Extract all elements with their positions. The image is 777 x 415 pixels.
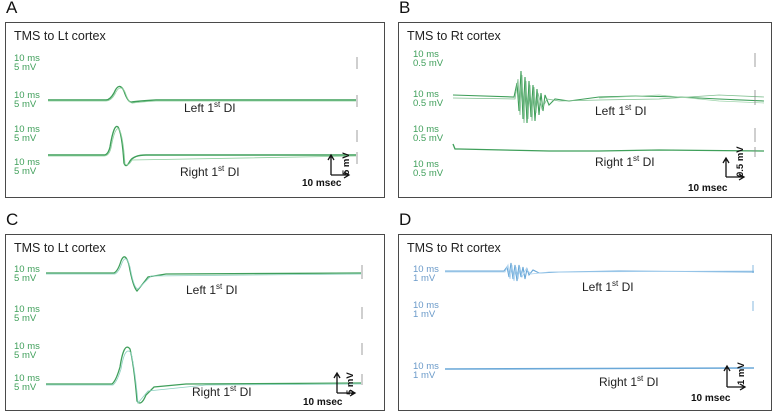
amp-bar-label: 0.5 mV [735,146,746,177]
scale-label: 10 ms 5 mV [14,304,40,324]
trace-label-right: Right 1st DI [180,164,240,179]
trace-left-di [452,70,765,124]
scale-label: 10 ms 0.5 mV [413,89,444,109]
emg-traces [444,262,755,391]
panel-a: TMS to Lt cortex 10 ms 5 mV 10 ms 5 mV 10 … [5,22,385,198]
panel-letter-d: D [399,210,412,229]
panel-b: TMS to Rt cortex 10 ms 0.5 mV 10 ms 0.5 mV… [398,22,772,198]
scale-label: 10 ms 1 mV [413,300,439,320]
trace-left-di-shadow [48,87,356,104]
scale-label: 10 ms 0.5 mV [413,49,444,69]
panel-title: TMS to Rt cortex [407,241,501,255]
trace-left-di-overlay [452,74,765,124]
panel-title: TMS to Lt cortex [14,29,106,43]
trace-label-left: Left 1st DI [595,103,647,118]
calibration-bar [333,371,357,397]
trace-left-di-overlay-2 [598,94,765,104]
trace-label-left: Left 1st DI [582,279,634,294]
trace-label-left: Left 1st DI [186,282,238,297]
panel-letter-c: C [6,210,19,229]
panel-c: TMS to Lt cortex 10 ms 5 mV 10 ms 5 mV 10 … [5,234,385,411]
trace-right-di [46,346,362,404]
panel-title: TMS to Rt cortex [407,29,501,43]
time-bar-label: 10 msec [688,183,728,194]
scale-label: 10 ms 1 mV [413,264,439,284]
calibration-bar [723,364,747,391]
trace-right-di [444,367,755,370]
amp-bar-label: 5 mV [341,152,352,175]
trace-label-right: Right 1st DI [595,154,655,169]
panel-letter-a: A [6,0,18,17]
trace-label-left: Left 1st DI [184,100,236,115]
amp-bar-label: 5 mV [345,372,356,395]
trace-label-right: Right 1st DI [192,384,252,399]
scale-label: 10 ms 5 mV [14,373,40,393]
time-bar-label: 10 msec [302,178,342,189]
trace-left-di-overlay [46,258,362,290]
scale-label: 10 ms 5 mV [14,124,40,144]
calibration-bar [722,156,746,181]
emg-traces [48,57,358,179]
panel-letter-b: B [399,0,411,17]
emg-traces [46,256,363,405]
scale-label: 10 ms 5 mV [14,157,40,177]
trace-label-right: Right 1st DI [599,374,659,389]
scale-label: 10 ms 5 mV [14,341,40,361]
time-bar-label: 10 msec [303,397,343,408]
trace-right-di [48,125,356,167]
emg-traces [452,53,765,181]
calibration-bar [327,153,351,179]
panel-d: TMS to Rt cortex 10 ms 1 mV 10 ms 1 mV 10 … [398,234,772,411]
scale-label: 10 ms 0.5 mV [413,124,444,144]
scale-label: 10 ms 1 mV [413,361,439,381]
panel-title: TMS to Lt cortex [14,241,106,255]
trace-right-di-overlay [46,350,362,405]
time-bar-label: 10 msec [691,393,731,404]
scale-label: 10 ms 0.5 mV [413,159,444,179]
trace-left-di-overlay [445,263,755,282]
trace-right-di [452,143,765,152]
scale-label: 10 ms 5 mV [14,90,40,110]
scale-label: 10 ms 5 mV [14,53,40,73]
amp-bar-label: 1 mV [736,362,747,385]
trace-right-di-shadow [48,128,357,166]
scale-label: 10 ms 5 mV [14,264,40,284]
